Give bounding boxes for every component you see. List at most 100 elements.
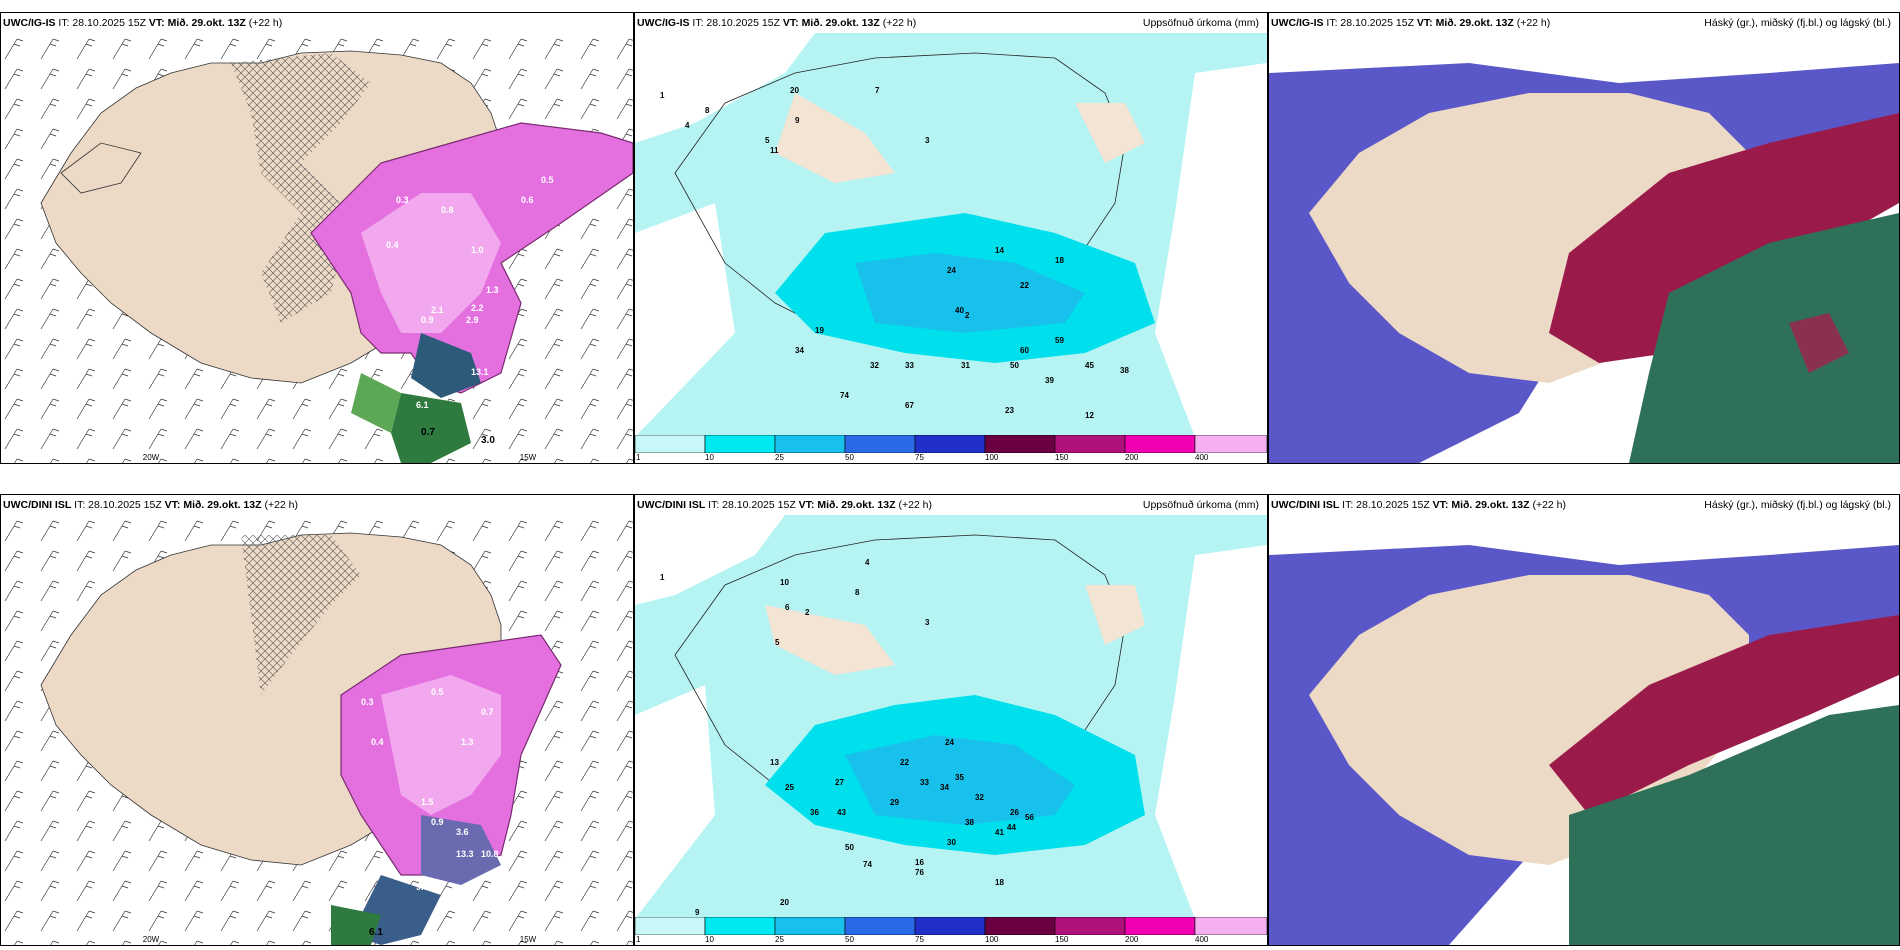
colorbar-tick: 100 xyxy=(985,935,999,944)
model-name: UWC/IG-IS xyxy=(637,17,690,29)
precip-label: 26 xyxy=(1010,808,1019,817)
snow-label: 2.9 xyxy=(466,315,479,325)
colorbar-swatch xyxy=(1054,435,1126,453)
colorbar-swatch xyxy=(635,917,706,935)
precip-label: 34 xyxy=(940,783,949,792)
precip-label: 38 xyxy=(1120,366,1129,375)
colorbar-swatch xyxy=(635,435,706,453)
init-time: IT: 28.10.2025 15Z xyxy=(74,499,162,511)
colorbar-tick: 1 xyxy=(636,453,641,462)
precip-label: 74 xyxy=(863,860,872,869)
colorbar-tick: 100 xyxy=(985,453,999,462)
init-time: IT: 28.10.2025 15Z xyxy=(692,17,780,29)
precip-label: 18 xyxy=(995,878,1004,887)
precip-label: 5 xyxy=(765,136,770,145)
snow-map: 20W 15W 13.1 1.0 2.1 2.2 2.9 0.3 0.4 0.5… xyxy=(1,33,633,463)
precip-label: 3 xyxy=(925,136,930,145)
precip-label: 43 xyxy=(837,808,846,817)
snow-label: 10.8 xyxy=(481,849,499,859)
valid-time: VT: Mið. 29.okt. 13Z xyxy=(782,17,880,29)
panel-cloud-top: UWC/IG-IS IT: 28.10.2025 15Z VT: Mið. 29… xyxy=(1268,12,1900,464)
colorbar-swatch xyxy=(1124,917,1196,935)
precip-label: 12 xyxy=(1085,411,1094,420)
colorbar-tick: 1 xyxy=(636,935,641,944)
precip-label: 2 xyxy=(805,608,810,617)
snow-label: 0.5 xyxy=(541,175,554,185)
snow-map: 20W 15W 13.3 10.8 9.3 0.3 0.4 0.5 0.7 0.… xyxy=(1,515,633,945)
snow-label: 1.5 xyxy=(421,797,434,807)
precip-label: 18 xyxy=(1055,256,1064,265)
colorbar-swatch xyxy=(774,435,846,453)
lead-time: (+22 h) xyxy=(264,499,299,511)
precip-label: 32 xyxy=(975,793,984,802)
colorbar-swatch xyxy=(984,435,1056,453)
model-name: UWC/DINI ISL xyxy=(3,499,72,511)
snow-label: 0.7 xyxy=(421,427,435,438)
model-name: UWC/IG-IS xyxy=(1271,17,1324,29)
model-name: UWC/DINI ISL xyxy=(1271,499,1340,511)
panel-title: Háský (gr.), miðský (fj.bl.) og lágský (… xyxy=(1704,17,1891,29)
panel-title: Uppsöfnuð úrkoma (mm) xyxy=(1142,499,1259,511)
valid-time: VT: Mið. 29.okt. 13Z xyxy=(1416,17,1514,29)
snow-label: 0.7 xyxy=(481,707,494,717)
lead-time: (+22 h) xyxy=(898,499,933,511)
snow-label: 13.3 xyxy=(456,849,474,859)
panel-header: UWC/IG-IS IT: 28.10.2025 15Z VT: Mið. 29… xyxy=(1271,15,1895,31)
precip-label: 32 xyxy=(870,361,879,370)
snow-label: 13.1 xyxy=(471,367,489,377)
colorbar-tick: 25 xyxy=(775,453,784,462)
precip-label: 8 xyxy=(705,106,710,115)
precip-label: 22 xyxy=(1020,281,1029,290)
precip-label: 25 xyxy=(785,783,794,792)
snow-labels: 13.3 10.8 9.3 0.3 0.4 0.5 0.7 0.9 1.3 1.… xyxy=(361,687,499,892)
precip-label: 16 xyxy=(915,858,924,867)
precip-label: 40 xyxy=(955,306,964,315)
snow-label: 0.8 xyxy=(441,205,454,215)
colorbar-tick: 10 xyxy=(705,935,714,944)
precip-label: 24 xyxy=(945,738,954,747)
colorbar-swatch xyxy=(984,917,1056,935)
panel-title: Háský (gr.), miðský (fj.bl.) og lágský (… xyxy=(1704,499,1891,511)
lon-15w-label: 15W xyxy=(520,453,537,462)
precip-label: 2 xyxy=(965,311,970,320)
precip-label: 10 xyxy=(780,578,789,587)
panel-header: UWC/DINI ISL IT: 28.10.2025 15Z VT: Mið.… xyxy=(1271,497,1895,513)
snow-labels: 13.1 1.0 2.1 2.2 2.9 0.3 0.4 0.5 0.6 0.8… xyxy=(386,175,554,410)
precip-label: 31 xyxy=(961,361,970,370)
precip-label: 4 xyxy=(685,121,690,130)
colorbar-tick: 150 xyxy=(1055,935,1069,944)
snow-label: 0.3 xyxy=(361,697,374,707)
valid-time: VT: Mið. 29.okt. 13Z xyxy=(798,499,896,511)
precip-label: 36 xyxy=(810,808,819,817)
precip-label: 27 xyxy=(835,778,844,787)
snow-label: 3.0 xyxy=(481,435,495,446)
colorbar-tick: 400 xyxy=(1195,453,1209,462)
colorbar-tick: 400 xyxy=(1195,935,1209,944)
precip-colorbar: 1 10 25 50 75 100 150 200 400 xyxy=(635,917,1267,945)
precip-label: 39 xyxy=(1045,376,1054,385)
panel-cloud-bottom: UWC/DINI ISL IT: 28.10.2025 15Z VT: Mið.… xyxy=(1268,494,1900,946)
init-time: IT: 28.10.2025 15Z xyxy=(1342,499,1430,511)
lead-time: (+22 h) xyxy=(1516,17,1551,29)
colorbar-ticks: 1 10 25 50 75 100 150 200 400 xyxy=(635,935,1267,945)
precip-label: 33 xyxy=(920,778,929,787)
colorbar-tick: 10 xyxy=(705,453,714,462)
snow-label: 0.6 xyxy=(521,195,534,205)
precip-label: 7 xyxy=(875,86,880,95)
snow-label: 0.9 xyxy=(421,315,434,325)
panel-header: UWC/DINI ISL IT: 28.10.2025 15Z VT: Mið.… xyxy=(637,497,1263,513)
snow-label: 6.1 xyxy=(416,400,429,410)
panel-header: UWC/IG-IS IT: 28.10.2025 15Z VT: Mið. 29… xyxy=(637,15,1263,31)
precip-label: 20 xyxy=(790,86,799,95)
snow-labels-dark: 0.7 3.0 xyxy=(421,427,495,446)
precip-label: 1 xyxy=(660,573,665,582)
snow-label: 0.5 xyxy=(431,687,444,697)
init-time: IT: 28.10.2025 15Z xyxy=(58,17,146,29)
snow-label: 0.3 xyxy=(396,195,409,205)
precip-label: 56 xyxy=(1025,813,1034,822)
precip-label: 38 xyxy=(965,818,974,827)
colorbar-swatch xyxy=(914,917,986,935)
panel-header: UWC/IG-IS IT: 28.10.2025 15Z VT: Mið. 29… xyxy=(3,15,629,31)
colorbar-swatch xyxy=(1054,917,1126,935)
snow-label: 9.3 xyxy=(416,882,429,892)
